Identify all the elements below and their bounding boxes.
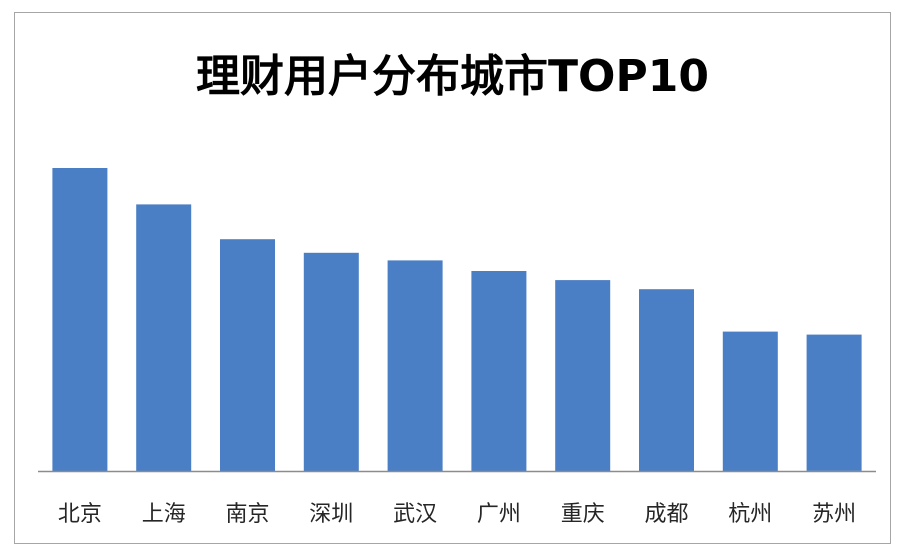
x-tick-label: 成都 — [644, 502, 688, 527]
bar-8 — [639, 289, 694, 471]
bar-9 — [722, 331, 778, 471]
chart-title: 理财用户分布城市TOP10 — [196, 51, 709, 102]
x-tick-label: 南京 — [225, 502, 269, 527]
x-tick-label: 北京 — [58, 502, 102, 527]
x-tick-label: 重庆 — [561, 502, 605, 527]
bar-3 — [220, 239, 275, 471]
x-tick-label: 杭州 — [728, 502, 772, 527]
x-tick-label: 苏州 — [812, 502, 856, 527]
bars-group — [52, 168, 862, 471]
bar-4 — [303, 252, 359, 471]
bar-10 — [806, 334, 862, 471]
x-tick-label: 深圳 — [309, 502, 353, 527]
x-tick-labels: 北京 上海 南京 深圳 武汉 广州 重庆 成都 杭州 苏州 — [58, 502, 856, 527]
bar-5 — [387, 260, 443, 471]
bar-2 — [136, 204, 192, 471]
bar-1 — [52, 168, 108, 471]
bar-6 — [471, 271, 527, 471]
x-tick-label: 上海 — [142, 502, 186, 527]
bar-7 — [555, 280, 611, 471]
x-tick-label: 武汉 — [393, 502, 437, 527]
x-tick-label: 广州 — [477, 502, 521, 527]
